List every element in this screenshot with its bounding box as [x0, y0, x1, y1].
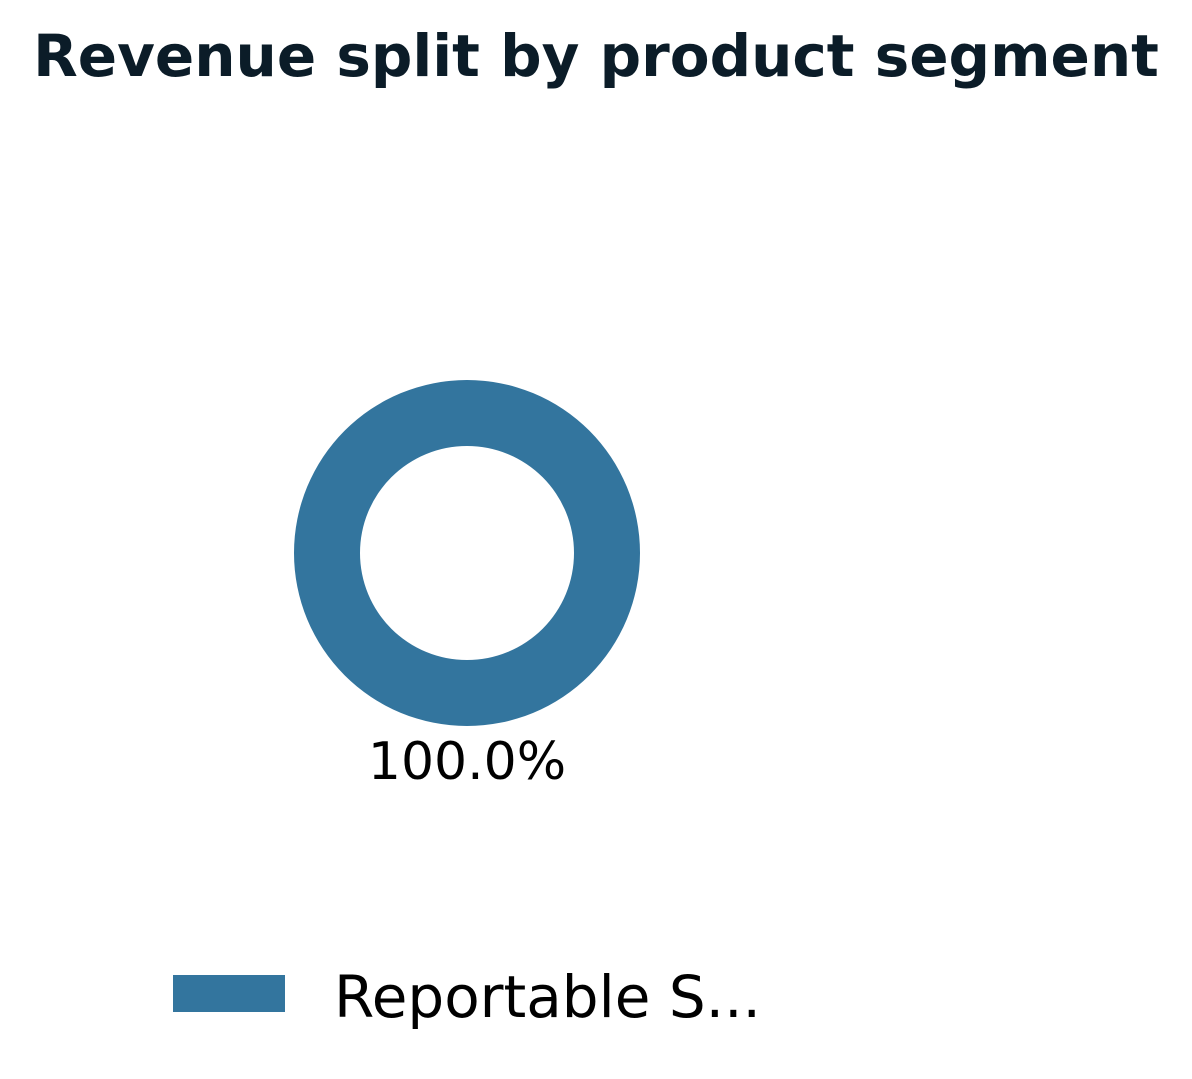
legend-swatch: [173, 975, 285, 1012]
chart-title: Revenue split by product segment: [33, 22, 1159, 90]
donut-slice: [294, 380, 640, 726]
donut: [294, 380, 640, 726]
slice-percent-label: 100.0%: [368, 732, 566, 792]
legend-label: Reportable S...: [334, 963, 761, 1031]
legend: Reportable S...: [173, 963, 761, 1031]
slice-labels: 100.0%: [368, 732, 566, 792]
